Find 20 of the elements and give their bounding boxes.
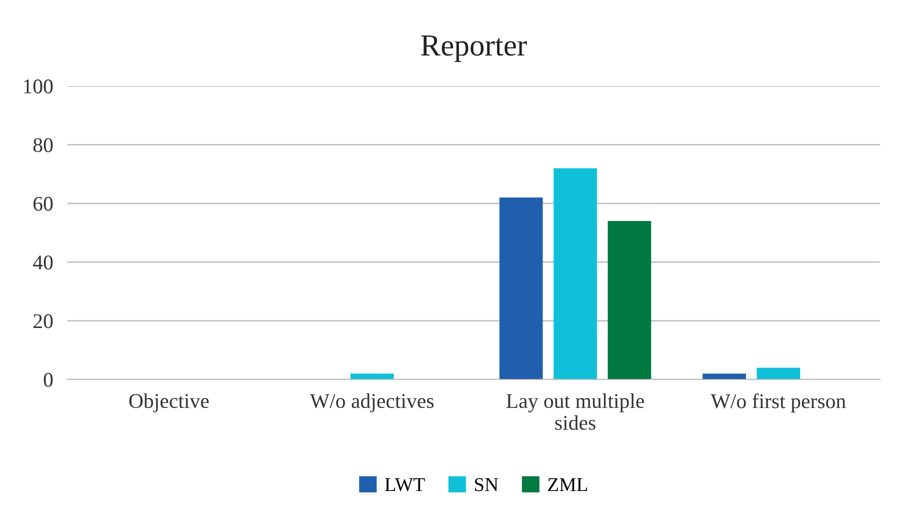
legend-label: LWT <box>384 478 425 492</box>
y-tick-label: 80 <box>33 138 53 152</box>
bar <box>499 198 543 380</box>
bar <box>608 221 652 380</box>
bar <box>702 374 746 380</box>
bar <box>350 374 394 380</box>
y-tick-label: 60 <box>34 196 53 211</box>
bar <box>756 368 800 380</box>
bar <box>554 168 597 380</box>
x-tick-label: W/o first person <box>710 393 846 412</box>
y-tick-label: 20 <box>34 314 53 328</box>
y-tick-label: 100 <box>24 79 53 94</box>
y-tick-label: 40 <box>33 255 53 270</box>
x-tick-label: Objective <box>129 393 209 412</box>
chart-title: Reporter <box>421 35 527 62</box>
legend-label: SN <box>475 478 498 492</box>
legend-label: ZML <box>548 478 588 492</box>
x-tick-label: W/o adjectives <box>310 393 434 412</box>
y-tick-label: 0 <box>44 372 53 387</box>
x-tick-label: Lay out multiple sides <box>506 393 644 430</box>
